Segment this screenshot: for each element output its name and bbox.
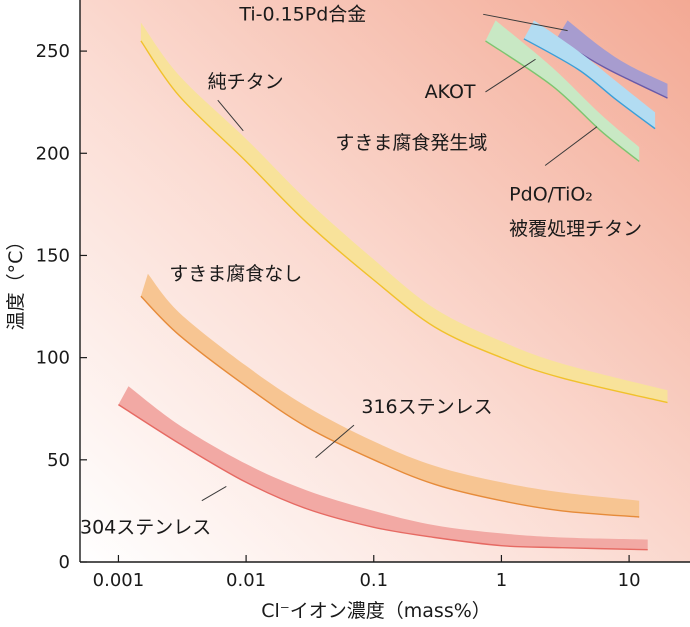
- band-edge: [523, 38, 656, 130]
- annotation-1: すきま腐食発生域: [335, 132, 487, 154]
- x-tick-label-1: 0.01: [226, 570, 266, 591]
- x-axis-title: Cl⁻イオン濃度（mass%）: [261, 600, 491, 622]
- x-tick-label-3: 1: [496, 570, 507, 591]
- y-tick-label-0: 0: [59, 552, 70, 573]
- leader-line-6: [485, 58, 536, 93]
- series-band-5: [118, 386, 648, 551]
- band-edge: [118, 404, 648, 551]
- y-tick-label-3: 150: [36, 245, 70, 266]
- y-tick-label-1: 50: [47, 450, 70, 471]
- band-edge: [140, 40, 668, 404]
- x-tick-label-0: 0.001: [93, 570, 145, 591]
- leader-line-7: [544, 126, 598, 166]
- series-band-3: [140, 22, 668, 404]
- series-band-4: [140, 273, 640, 518]
- annotation-0: 純チタン: [208, 71, 284, 93]
- series-bands: [118, 20, 668, 551]
- band-edge: [140, 295, 640, 518]
- annotation-3: 316ステンレス: [361, 396, 492, 418]
- y-tick-label-2: 100: [36, 348, 70, 369]
- series-band-1: [523, 20, 656, 130]
- leader-line-3: [315, 424, 355, 459]
- series-band-2: [485, 20, 640, 162]
- x-tick-label-4: 10: [618, 570, 641, 591]
- annotation-4: 304ステンレス: [80, 516, 211, 538]
- y-tick-label-5: 250: [36, 41, 70, 62]
- band-fill: [485, 20, 640, 162]
- axes: [79, 0, 690, 563]
- annotation-2: すきま腐食なし: [169, 263, 302, 285]
- annotation-5: Ti-0.15Pd合金: [238, 3, 366, 25]
- band-edge: [485, 40, 640, 162]
- y-axis-title: 温度（°C）: [5, 232, 27, 331]
- band-fill: [118, 386, 648, 550]
- annotation-7: PdO/TiO₂: [509, 183, 593, 205]
- annotation-6: AKOT: [425, 81, 476, 103]
- y-tick-label-4: 200: [36, 143, 70, 164]
- x-tick-label-2: 0.1: [359, 570, 388, 591]
- tick-labels: 0 50 100 150 200 250 0.001 0.01 0.1 1 10: [36, 41, 641, 591]
- band-fill: [523, 20, 656, 129]
- leader-line-5: [483, 13, 568, 32]
- leader-line-4: [201, 485, 227, 502]
- band-fill: [556, 20, 668, 99]
- leader-line-0: [217, 99, 244, 132]
- leader-lines: [201, 13, 598, 502]
- annotation-8: 被覆処理チタン: [509, 218, 642, 240]
